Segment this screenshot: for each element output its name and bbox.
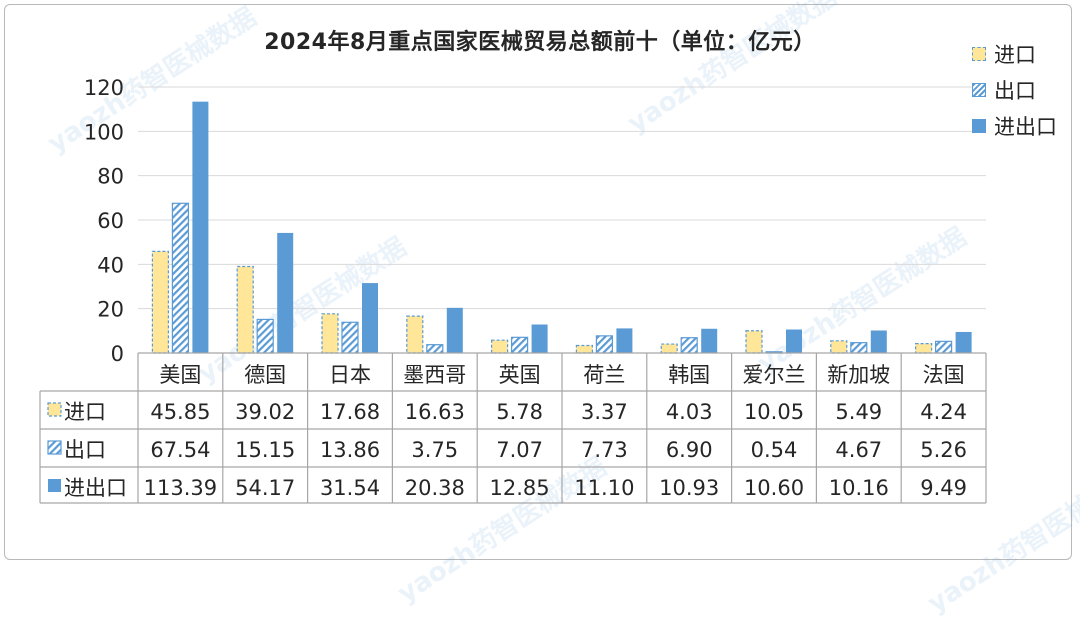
data-label: 54.17 — [235, 476, 295, 500]
table-row-header: 进出口 — [64, 476, 127, 500]
bar-total — [701, 328, 718, 353]
bar-import — [914, 343, 933, 354]
y-tick-label: 0 — [111, 342, 124, 366]
bar-total — [955, 331, 972, 353]
bar-total — [786, 329, 802, 353]
chart-title: 2024年8月重点国家医械贸易总额前十（单位：亿元） — [264, 30, 816, 55]
bar-export — [934, 340, 953, 354]
legend-item-export: 出口 — [972, 72, 1057, 108]
bar-total — [192, 101, 209, 354]
bar-export — [850, 342, 868, 354]
data-label: 113.39 — [144, 476, 217, 500]
data-label: 4.67 — [835, 438, 882, 462]
bar-import — [151, 250, 169, 354]
total-swatch-icon — [48, 479, 61, 492]
data-label: 10.16 — [829, 476, 889, 500]
bar-import — [660, 343, 678, 354]
bar-export — [595, 335, 614, 354]
import-swatch-icon — [972, 47, 986, 61]
export-swatch-icon — [972, 83, 986, 97]
bar-export — [341, 321, 359, 354]
bar-total — [531, 324, 548, 353]
bar-total — [616, 328, 633, 353]
bar-import — [830, 340, 848, 354]
export-swatch-icon — [47, 440, 62, 455]
bar-total — [362, 283, 378, 353]
data-label: 0.54 — [751, 438, 798, 462]
data-label: 5.49 — [835, 400, 882, 424]
data-label: 4.03 — [666, 400, 713, 424]
data-label: 6.90 — [666, 438, 713, 462]
x-tick-label: 英国 — [499, 363, 541, 387]
bar-import — [491, 339, 509, 354]
bar-import — [321, 313, 339, 354]
y-tick-label: 100 — [84, 120, 124, 144]
bar-import — [236, 265, 254, 354]
data-label: 5.26 — [920, 438, 967, 462]
data-label: 7.73 — [581, 438, 628, 462]
legend-item-import: 进口 — [972, 36, 1057, 72]
data-label: 15.15 — [235, 438, 295, 462]
data-label: 11.10 — [574, 476, 634, 500]
x-tick-label: 爱尔兰 — [743, 363, 806, 387]
y-tick-label: 60 — [97, 209, 124, 233]
bar-import — [406, 315, 424, 354]
x-tick-label: 荷兰 — [583, 363, 625, 387]
data-label: 45.85 — [150, 400, 210, 424]
data-label: 16.63 — [405, 400, 465, 424]
data-label: 7.07 — [496, 438, 543, 462]
import-swatch-icon — [47, 402, 62, 417]
data-label: 10.93 — [659, 476, 719, 500]
bar-import — [575, 344, 594, 354]
y-tick-label: 80 — [97, 165, 124, 189]
bar-total — [870, 330, 887, 353]
data-label: 67.54 — [150, 438, 210, 462]
data-label: 9.49 — [920, 476, 967, 500]
data-label: 12.85 — [490, 476, 550, 500]
legend: 进口 出口 进出口 — [972, 36, 1057, 144]
table-row-header: 出口 — [64, 438, 106, 462]
x-tick-label: 新加坡 — [827, 363, 890, 387]
total-swatch-icon — [972, 119, 986, 133]
data-label: 39.02 — [235, 400, 295, 424]
y-tick-label: 20 — [97, 298, 124, 322]
bar-chart: 0 20 40 60 80 100 120 美国 德国 日本 墨西哥 英国 荷兰 韩国 爱尔兰 新加坡 法国进口… — [39, 76, 987, 504]
bar-export — [511, 336, 529, 354]
data-label: 4.24 — [920, 400, 967, 424]
legend-label: 出口 — [994, 79, 1036, 103]
data-label: 10.05 — [744, 400, 804, 424]
y-tick-label: 120 — [84, 76, 124, 100]
data-label: 5.78 — [496, 400, 543, 424]
bar-export — [171, 202, 189, 354]
legend-item-total: 进出口 — [972, 108, 1057, 144]
x-tick-label: 日本 — [329, 363, 371, 387]
bar-total — [277, 232, 294, 353]
data-label: 31.54 — [320, 476, 380, 500]
legend-label: 进口 — [994, 43, 1036, 67]
x-tick-label: 美国 — [159, 363, 201, 387]
table-row-header: 进口 — [64, 400, 106, 424]
bar-export — [680, 337, 698, 354]
data-label: 17.68 — [320, 400, 380, 424]
bar-import — [745, 330, 763, 354]
x-tick-label: 德国 — [244, 363, 286, 387]
x-tick-label: 韩国 — [668, 363, 710, 387]
bar-export — [426, 344, 444, 354]
bar-export — [256, 318, 274, 354]
bar-total — [446, 307, 463, 353]
data-label: 10.60 — [744, 476, 804, 500]
x-tick-label: 法国 — [923, 363, 965, 387]
legend-label: 进出口 — [994, 115, 1057, 139]
x-tick-label: 墨西哥 — [403, 363, 466, 387]
data-label: 3.75 — [411, 438, 458, 462]
data-label: 3.37 — [581, 400, 628, 424]
y-tick-label: 40 — [97, 253, 124, 277]
data-label: 20.38 — [405, 476, 465, 500]
data-label: 13.86 — [320, 438, 380, 462]
